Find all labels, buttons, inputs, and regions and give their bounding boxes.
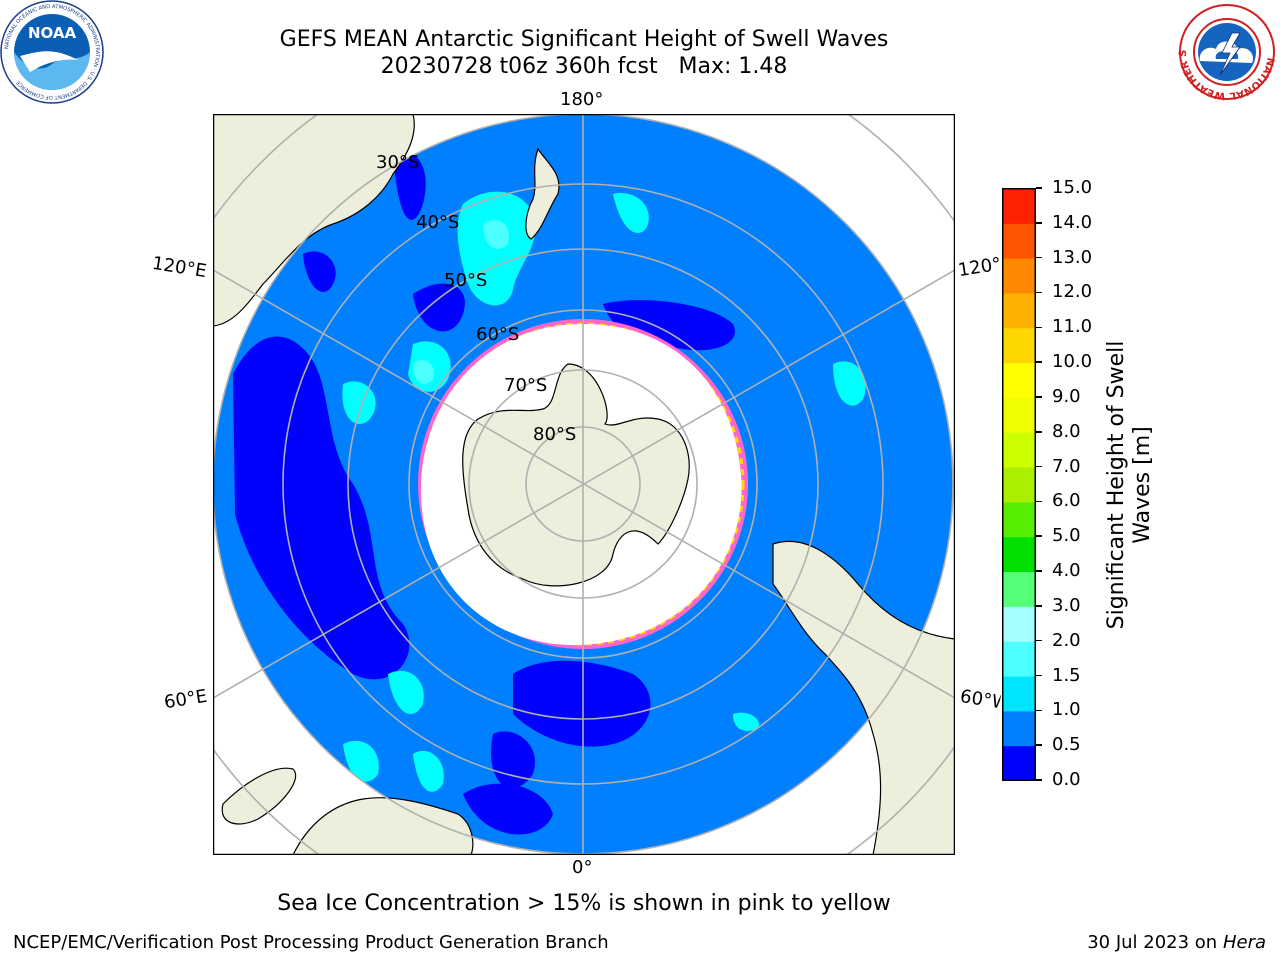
colorbar-title: Significant Height of Swell Waves [m] — [1104, 340, 1155, 630]
noaa-logo-icon: NOAA NATIONAL OCEANIC AND ATMOSPHERIC AD… — [0, 0, 104, 104]
colorbar-segment — [1002, 327, 1036, 364]
colorbar-segment — [1002, 571, 1036, 607]
colorbar-tick-mark — [1036, 222, 1042, 224]
colorbar-tick-label: 9.0 — [1052, 385, 1081, 407]
colorbar-tick-mark — [1036, 431, 1042, 433]
colorbar-tick-label: 12.0 — [1052, 281, 1093, 303]
colorbar-tick-label: 0.0 — [1052, 769, 1081, 790]
colorbar-segment — [1002, 536, 1036, 573]
colorbar-tick-mark — [1036, 570, 1042, 572]
colorbar-tick-label: 4.0 — [1052, 560, 1081, 582]
colorbar-tick-mark — [1036, 326, 1042, 329]
colorbar-segment — [1002, 641, 1036, 677]
footer-date: 30 Jul 2023 on Hera — [1087, 932, 1266, 953]
colorbar-segment — [1002, 467, 1036, 503]
colorbar-tick-label: 5.0 — [1052, 525, 1081, 547]
colorbar-tick-label: 3.0 — [1052, 594, 1081, 616]
colorbar-tick-mark — [1036, 291, 1042, 294]
lon-label-60w: 60°W — [958, 686, 1002, 713]
colorbar-tick-label: 2.0 — [1052, 629, 1081, 651]
colorbar-tick-mark — [1036, 500, 1042, 503]
colorbar-segment — [1002, 606, 1036, 642]
polar-map — [213, 114, 955, 855]
colorbar-tick-label: 0.5 — [1052, 734, 1081, 756]
colorbar-tick-mark — [1036, 187, 1042, 189]
lat-label-80s: 80°S — [533, 424, 577, 445]
colorbar-tick-mark — [1036, 605, 1042, 607]
map-frame — [213, 114, 955, 855]
svg-text:NOAA: NOAA — [28, 24, 77, 42]
colorbar-segment — [1002, 223, 1036, 259]
lon-label-120w: 120°W — [956, 253, 1002, 282]
colorbar-segment — [1002, 397, 1036, 433]
lon-label-60e: 60°E — [162, 685, 209, 714]
colorbar-segment — [1002, 710, 1036, 747]
colorbar-tick-label: 14.0 — [1052, 211, 1093, 233]
lat-label-40s: 40°S — [416, 212, 460, 233]
lat-label-30s: 30°S — [376, 152, 420, 173]
colorbar-tick-label: 13.0 — [1052, 246, 1093, 268]
colorbar-tick-label: 1.5 — [1052, 664, 1081, 686]
colorbar-segment — [1002, 432, 1036, 468]
lon-label-120e: 120°E — [150, 252, 209, 283]
page-title: GEFS MEAN Antarctic Significant Height o… — [279, 27, 889, 52]
graticule — [213, 114, 955, 855]
colorbar-segment — [1002, 258, 1036, 294]
colorbar-segment — [1002, 362, 1036, 398]
antarctica-land — [462, 363, 690, 587]
colorbar-segment — [1002, 676, 1036, 712]
footer-credit: NCEP/EMC/Verification Post Processing Pr… — [13, 932, 609, 953]
colorbar-tick-mark — [1036, 465, 1042, 468]
lat-label-70s: 70°S — [504, 375, 548, 396]
colorbar-tick-label: 8.0 — [1052, 420, 1081, 442]
colorbar-tick-label: 7.0 — [1052, 455, 1081, 477]
colorbar-tick-mark — [1036, 779, 1042, 781]
colorbar-tick-label: 10.0 — [1052, 351, 1093, 373]
colorbar-tick-mark — [1036, 674, 1042, 677]
colorbar-tick-mark — [1036, 744, 1042, 746]
colorbar-tick-mark — [1036, 535, 1042, 537]
colorbar-tick-mark — [1036, 256, 1042, 259]
colorbar-segment — [1002, 501, 1036, 538]
colorbar-segment — [1002, 292, 1036, 329]
lat-label-50s: 50°S — [444, 270, 488, 291]
colorbar-tick-mark — [1036, 361, 1042, 363]
colorbar-tick-label: 11.0 — [1052, 316, 1093, 338]
colorbar — [1002, 188, 1036, 781]
colorbar-tick-label: 1.0 — [1052, 699, 1081, 721]
nws-logo-icon: NATIONAL WEATHER SERVICE — [1176, 3, 1276, 101]
colorbar-segment — [1002, 188, 1036, 224]
lon-label-180: 180° — [560, 89, 604, 110]
colorbar-tick-mark — [1036, 396, 1042, 398]
lon-label-0: 0° — [572, 857, 593, 878]
sea-ice-note: Sea Ice Concentration > 15% is shown in … — [277, 891, 891, 916]
page-subtitle: 20230728 t06z 360h fcst Max: 1.48 — [380, 54, 788, 79]
colorbar-tick-label: 6.0 — [1052, 490, 1081, 512]
colorbar-tick-label: 15.0 — [1052, 177, 1093, 198]
colorbar-tick-mark — [1036, 639, 1042, 642]
colorbar-segment — [1002, 745, 1036, 781]
colorbar-tick-mark — [1036, 709, 1042, 712]
lat-label-60s: 60°S — [476, 324, 520, 345]
